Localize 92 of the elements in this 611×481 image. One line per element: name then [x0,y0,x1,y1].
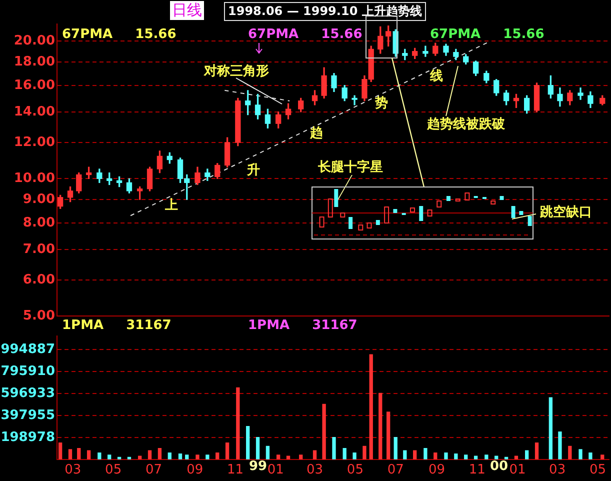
bar [206,454,210,460]
bar [342,448,346,460]
bar [525,450,529,460]
y-tick-label: 795910 [0,364,55,379]
y-tick-label: 12.00 [14,134,55,150]
x-tick-label: 09 [186,462,204,478]
x-tick-label: 07 [145,462,162,478]
annotation: 00 [490,459,508,474]
bar [108,454,112,460]
y-tick-label: 18.00 [14,54,55,70]
annotation: 长腿十字星 [318,158,383,176]
bar [403,450,407,460]
bar [548,397,553,460]
bar [322,404,326,460]
x-tick-label: 11 [226,462,244,478]
y-tick-label: 14.00 [14,104,55,120]
bar [58,442,62,460]
y-tick-label: 5.00 [22,308,55,324]
bar [600,454,604,460]
x-tick-label: 03 [64,462,82,478]
bar [68,449,72,460]
y-tick-label: 596933 [0,386,55,401]
bar [484,454,488,460]
y-tick-label: 8.00 [22,215,55,230]
annotation: 上 [165,197,178,214]
bar [246,426,250,460]
annotation: 线 [430,68,443,85]
annotation: 趋 [310,125,323,142]
annotation: 67PMA 15.66 [430,27,544,42]
bar [77,448,81,460]
y-tick-label: 16.00 [14,78,55,93]
bar [378,392,382,460]
y-tick-label: 397955 [0,408,55,423]
bar [386,412,390,460]
bar [369,354,373,460]
bar [454,454,458,460]
annotation: 67PMA 15.66 [248,27,362,42]
bar [558,431,562,460]
bar [578,449,582,460]
bar [276,454,280,460]
x-tick-label: 03 [549,462,566,478]
x-tick-label: 09 [428,462,445,478]
annotation: 势 [375,95,388,112]
x-tick-label: 05 [105,462,122,478]
annotation: 对称三角形 [203,64,270,79]
bar [86,450,91,460]
annotation: 升 [247,162,260,179]
bar [225,442,230,460]
bar [299,454,303,460]
bar [266,446,270,460]
bar [444,452,448,460]
bar [236,387,240,460]
bar [394,437,398,460]
x-tick-label: 07 [387,462,404,478]
annotation: 趋势线被跌破 [427,116,505,133]
bar [196,454,200,460]
y-tick-label: 994887 [0,342,55,357]
text: 1PMA 31167 [62,318,172,333]
bar [332,437,336,460]
x-tick-label: 05 [589,462,606,478]
bar [588,452,592,460]
bar [362,446,366,460]
x-tick-label: 01 [509,462,526,478]
y-tick-label: 198978 [0,430,55,445]
bar [352,452,356,460]
text: 1PMA 31167 [248,318,358,333]
annotation: 跳空缺口 [540,204,592,221]
y-tick-label: 7.00 [22,242,55,257]
candlestick [422,46,428,57]
bar [424,448,428,460]
candlestick [352,95,358,106]
x-tick-label: 03 [306,462,324,478]
bar [256,437,260,460]
x-tick-label: 05 [346,462,364,478]
bar [312,450,317,460]
bar [464,454,468,460]
chart-title: 日线 [170,1,204,20]
y-tick-label: 6.00 [22,272,55,288]
bar [158,448,162,460]
y-tick-label: 20.00 [14,33,55,48]
y-tick-label: 10.00 [14,171,55,186]
bar [148,450,152,460]
bar [185,454,189,460]
bar [413,450,417,460]
x-tick-label: 01 [267,462,284,478]
bar [178,454,182,460]
x-tick-label: 11 [468,462,486,478]
annotation: 99 [249,459,268,474]
bar [534,442,539,460]
bar [568,446,572,460]
y-tick-label: 9.00 [22,192,55,207]
annotation: 67PMA 15.66 [62,27,176,42]
